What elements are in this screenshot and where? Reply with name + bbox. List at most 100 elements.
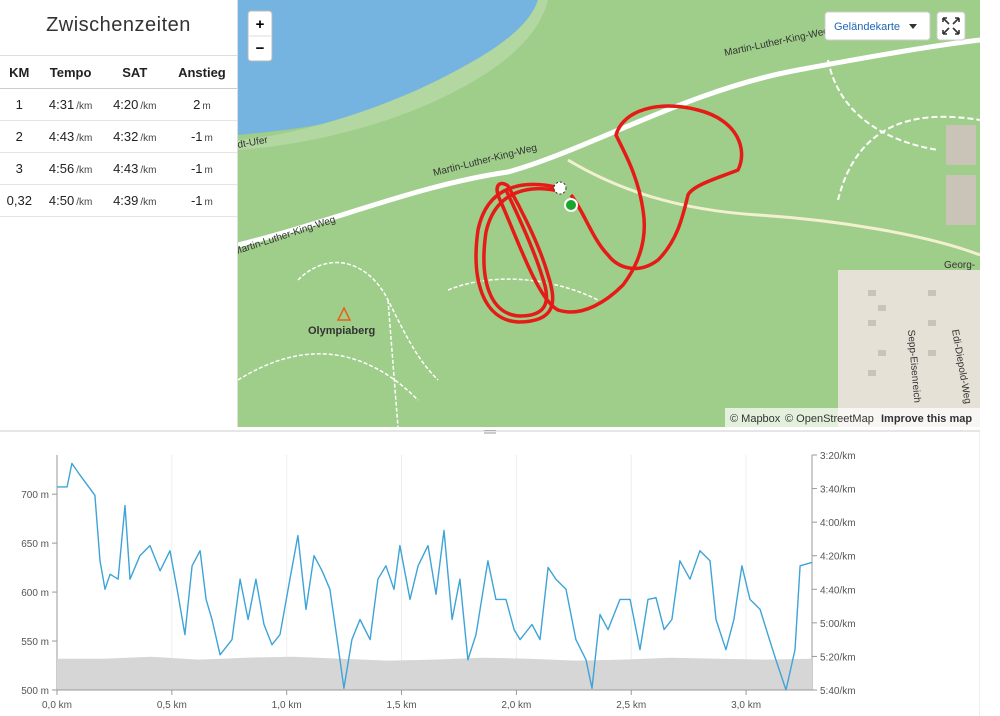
column-header: Anstieg xyxy=(166,56,237,89)
unit: m xyxy=(204,197,213,208)
split-cell: 4:43/km xyxy=(102,152,167,185)
split-cell: 4:31/km xyxy=(38,88,103,121)
x-tick-label: 3,0 km xyxy=(731,700,761,711)
attribution[interactable]: © OpenStreetMap xyxy=(785,413,874,425)
y2-tick-label: 4:00/km xyxy=(820,518,856,529)
unit: /km xyxy=(140,197,157,208)
unit: /km xyxy=(140,165,157,176)
unit: /km xyxy=(76,133,93,144)
zoom-out[interactable]: − xyxy=(256,40,265,57)
layer-select-label[interactable]: Geländekarte xyxy=(834,21,900,33)
split-cell: 1 xyxy=(0,88,39,121)
buildings xyxy=(868,125,976,376)
split-cell: 4:32/km xyxy=(102,120,167,153)
y2-tick-label: 4:40/km xyxy=(820,585,856,596)
y2-tick-label: 3:20/km xyxy=(820,451,856,462)
unit: m xyxy=(204,133,213,144)
value: -1 xyxy=(190,129,203,144)
split-row: 0,32 4:50/km 4:39/km -1 m xyxy=(0,184,237,217)
y-tick-label: 500 m xyxy=(21,686,49,697)
fullscreen-icon xyxy=(942,17,960,35)
fullscreen-button[interactable] xyxy=(936,11,966,41)
split-row: 3 4:56/km 4:43/km -1 m xyxy=(0,152,237,185)
street-label: Georg- xyxy=(944,260,975,271)
split-cell: 3 xyxy=(0,152,39,185)
peak-icon xyxy=(336,306,352,321)
x-tick-label: 1,0 km xyxy=(272,700,302,711)
value: 2 xyxy=(15,129,23,144)
value: 4:20 xyxy=(113,97,139,112)
attribution-bg xyxy=(725,408,980,427)
value: 4:32 xyxy=(113,129,139,144)
split-cell: -1 m xyxy=(166,152,237,185)
value: 1 xyxy=(15,97,23,112)
start-marker xyxy=(564,198,578,212)
value: -1 xyxy=(190,193,203,208)
column-header: Tempo xyxy=(38,56,103,89)
finish-marker xyxy=(553,181,567,195)
trails xyxy=(238,261,599,427)
unit: /km xyxy=(76,197,93,208)
pace-line xyxy=(57,462,813,691)
unit: /km xyxy=(140,101,157,112)
street-label: dt-Ufer xyxy=(238,135,269,151)
unit: m xyxy=(204,165,213,176)
split-row: 2 4:43/km 4:32/km -1 m xyxy=(0,120,237,153)
value: 3 xyxy=(15,161,23,176)
resize-grip[interactable] xyxy=(484,430,496,434)
y2-tick-label: 4:20/km xyxy=(820,552,856,563)
place-label: Olympiaberg xyxy=(308,325,375,337)
zoom-in[interactable]: + xyxy=(256,16,265,33)
split-cell: 2 xyxy=(0,120,39,153)
value: 4:43 xyxy=(113,161,139,176)
unit: m xyxy=(202,101,211,112)
x-tick-label: 0,5 km xyxy=(157,700,187,711)
split-row: 1 4:31/km 4:20/km 2 m xyxy=(0,88,237,121)
split-cell: 4:20/km xyxy=(102,88,167,121)
split-cell: 4:50/km xyxy=(38,184,103,217)
unit: /km xyxy=(140,133,157,144)
y-tick-label: 700 m xyxy=(21,490,49,501)
unit: /km xyxy=(76,101,93,112)
y2-tick-label: 3:40/km xyxy=(820,485,856,496)
unit: /km xyxy=(76,165,93,176)
value: 4:39 xyxy=(113,193,139,208)
y2-tick-label: 5:00/km xyxy=(820,619,856,630)
elevation-area xyxy=(57,656,812,690)
header-row: KM Tempo SAT Anstieg xyxy=(0,56,237,89)
map[interactable]: Martin-Luther-King-Weg Martin-Luther-Kin… xyxy=(238,0,980,427)
route xyxy=(474,104,744,324)
x-tick-label: 0,0 km xyxy=(42,700,72,711)
split-cell: 4:43/km xyxy=(38,120,103,153)
split-cell: -1 m xyxy=(166,184,237,217)
value: -1 xyxy=(190,161,203,176)
value: 0,32 xyxy=(6,193,32,208)
y-tick-label: 550 m xyxy=(21,637,49,648)
path xyxy=(567,158,980,257)
split-cell: 0,32 xyxy=(0,184,39,217)
column-header: SAT xyxy=(102,56,167,89)
split-cell: -1 m xyxy=(166,120,237,153)
y-tick-label: 650 m xyxy=(21,539,49,550)
x-tick-label: 2,0 km xyxy=(501,700,531,711)
value: 4:50 xyxy=(48,193,75,208)
column-header: KM xyxy=(0,56,39,89)
splits-table: KM Tempo SAT Anstieg 1 4:31/km 4:20/km 2 m 2 4:43/… xyxy=(0,56,237,217)
attribution-link[interactable]: Improve this map xyxy=(881,413,972,425)
attribution[interactable]: © Mapbox xyxy=(730,413,781,425)
split-cell: 4:56/km xyxy=(38,152,103,185)
layer-select[interactable] xyxy=(824,11,931,41)
splits-title: Zwischenzeiten xyxy=(0,0,237,56)
value: 4:43 xyxy=(48,129,75,144)
value: 4:31 xyxy=(48,97,75,112)
y-tick-label: 600 m xyxy=(21,588,49,599)
built-area xyxy=(838,270,980,427)
y2-tick-label: 5:40/km xyxy=(820,686,856,697)
x-tick-label: 2,5 km xyxy=(616,700,646,711)
splits-panel: Zwischenzeiten KM Tempo SAT Anstieg 1 4:31/km… xyxy=(0,0,238,427)
value: 4:56 xyxy=(48,161,75,176)
x-tick-label: 1,5 km xyxy=(387,700,417,711)
trails xyxy=(827,59,980,201)
